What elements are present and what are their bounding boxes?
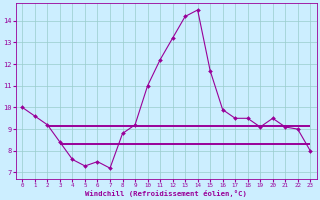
X-axis label: Windchill (Refroidissement éolien,°C): Windchill (Refroidissement éolien,°C): [85, 190, 247, 197]
